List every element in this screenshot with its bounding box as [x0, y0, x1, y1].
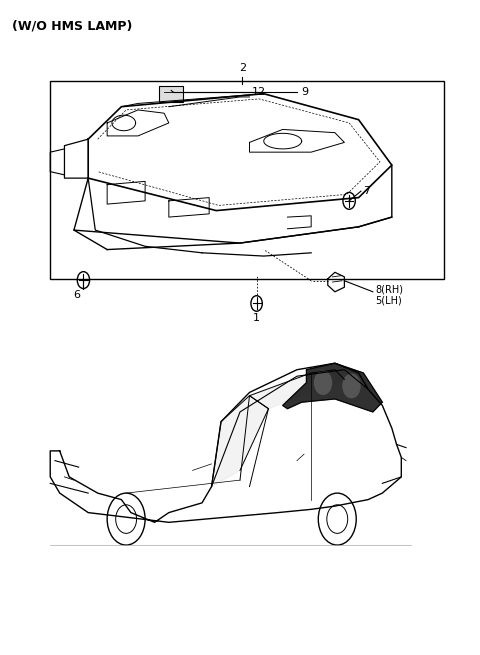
Text: 1: 1: [253, 313, 260, 323]
Text: 2: 2: [239, 63, 246, 73]
Circle shape: [314, 371, 332, 394]
Polygon shape: [283, 364, 383, 412]
Text: 5(LH): 5(LH): [375, 295, 402, 305]
Bar: [50, 81, 444, 279]
Text: 12: 12: [252, 86, 266, 97]
Text: 7: 7: [363, 186, 371, 196]
Polygon shape: [250, 369, 344, 409]
Text: (W/O HMS LAMP): (W/O HMS LAMP): [12, 19, 132, 32]
Polygon shape: [212, 396, 268, 487]
Text: 9: 9: [301, 87, 309, 98]
Text: 8(RH): 8(RH): [375, 285, 403, 295]
Text: 6: 6: [73, 290, 80, 300]
Bar: [159, 86, 183, 102]
Circle shape: [343, 374, 360, 398]
